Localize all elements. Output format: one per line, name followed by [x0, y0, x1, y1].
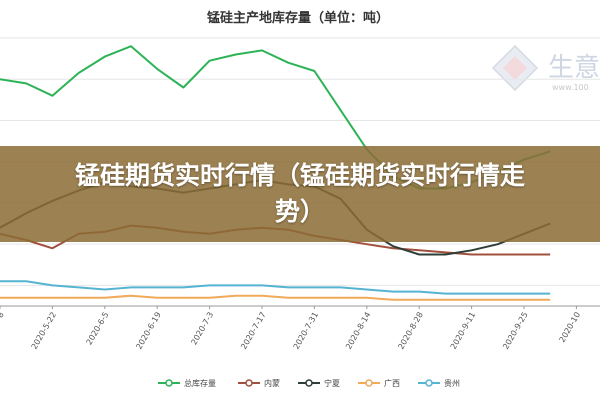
series-line-3	[0, 294, 551, 301]
legend-label: 宁夏	[324, 378, 340, 388]
headline-text: 锰硅期货实时行情（锰硅期货实时行情走势）	[74, 161, 525, 226]
x-tick-label: 2020-7-17	[239, 311, 267, 351]
legend-swatch-marker	[305, 379, 313, 387]
x-tick-label: 2020-5-8	[0, 311, 6, 347]
x-tick-label: 2020-7-3	[189, 311, 215, 347]
x-tick-label: 2020-6-19	[134, 311, 162, 351]
x-tick-labels: 2020-5-8 2020-5-22 2020-6-5 2020-6-19 2020-7…	[0, 306, 582, 351]
legend-swatch-marker	[165, 379, 173, 387]
legend-swatch-marker	[245, 379, 253, 387]
x-tick-label: 2020-7-31	[292, 311, 320, 351]
watermark-url: www.100	[552, 83, 589, 92]
x-tick-label: 2020-8-14	[344, 311, 372, 351]
x-tick-label: 2020-6-5	[85, 311, 111, 347]
legend-label: 贵州	[444, 378, 460, 388]
legend-swatch-marker	[425, 379, 433, 387]
series-line-4	[0, 280, 551, 295]
x-tick-label: 2020-9-11	[449, 310, 477, 350]
x-tick-label: 2020-5-22	[30, 311, 58, 351]
legend: 总库存量 内蒙 宁夏 广西 贵州	[158, 378, 460, 388]
headline-banner: 锰硅期货实时行情（锰硅期货实时行情走势）	[0, 146, 600, 242]
legend-label: 广西	[384, 378, 400, 388]
legend-label: 总库存量	[184, 378, 216, 388]
x-tick-label: 2020-9-25	[501, 311, 529, 351]
watermark-text: 生意	[548, 53, 600, 83]
watermark-logo: 生意 www.100	[491, 44, 600, 92]
x-tick-label: 2020-8-28	[396, 311, 424, 351]
legend-swatch-marker	[365, 379, 373, 387]
x-tick-label: 2020-10	[558, 311, 583, 344]
legend-label: 内蒙	[264, 378, 280, 388]
chart-title: 锰硅主产地库存量（单位：吨）	[207, 10, 389, 26]
